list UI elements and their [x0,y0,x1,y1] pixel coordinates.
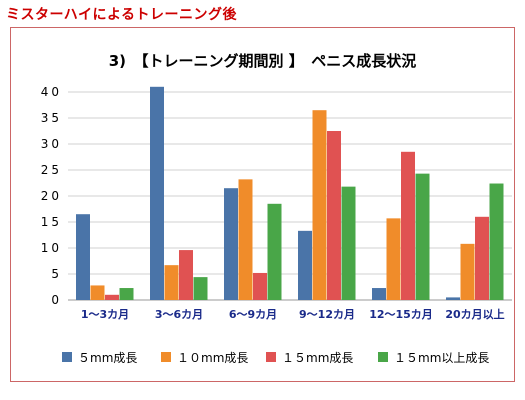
y-tick-label: 30 [41,137,62,151]
bar [224,188,238,300]
bar [489,183,504,300]
bars [76,86,504,300]
x-category-label: 6～9カ月 [229,308,277,321]
y-tick-label: 20 [41,189,62,203]
bar [372,288,386,300]
bar [415,173,430,300]
bar [401,151,415,300]
legend-swatch [266,352,276,362]
y-tick-label: 35 [41,111,62,125]
bar [446,297,460,300]
chart-title: 3) 【トレーニング期間別 】 ペニス成長状況 [108,52,417,70]
bar [238,179,253,300]
gridlines [68,91,512,301]
bar [179,250,193,300]
bar [253,272,267,300]
x-category-label: 1～3カ月 [81,308,129,321]
bar [193,277,208,300]
x-category-label: 3～6カ月 [155,308,203,321]
legend-label: ５mm成長 [78,351,137,365]
bar [267,203,282,300]
chart-frame [10,27,515,382]
bar [119,288,134,300]
legend-label: １５mm以上成長 [394,351,489,365]
bar [341,186,356,300]
x-axis-labels: 1～3カ月 3～6カ月 6～9カ月 9～12カ月 12～15カ月 20カ月以上 [81,307,505,321]
x-category-label: 12～15カ月 [369,308,433,321]
y-tick-label: 10 [41,241,62,255]
bar [327,131,341,300]
bar [164,265,179,300]
bar [150,86,164,300]
legend-swatch [378,352,388,362]
bar [312,110,327,300]
y-tick-label: 0 [51,293,62,307]
y-axis-ticks: 0 5 10 15 20 25 30 35 40 [41,85,62,307]
legend-label: １５mm成長 [282,351,353,365]
bar [475,216,489,300]
bar [76,214,90,300]
x-category-label: 9～12カ月 [299,308,355,321]
y-tick-label: 5 [51,267,62,281]
y-tick-label: 15 [41,215,62,229]
legend-swatch [62,352,72,362]
legend: ５mm成長 １０mm成長 １５mm成長 １５mm以上成長 [62,351,489,365]
x-category-label: 20カ月以上 [445,307,504,321]
y-tick-label: 25 [41,163,62,177]
bar [105,294,119,300]
legend-label: １０mm成長 [177,351,248,365]
y-tick-label: 40 [41,85,62,99]
bar [386,218,401,300]
bar [90,285,105,300]
bar [460,243,475,300]
legend-swatch [161,352,171,362]
bar [298,230,312,300]
page-header: ミスターハイによるトレーニング後 [6,7,238,23]
